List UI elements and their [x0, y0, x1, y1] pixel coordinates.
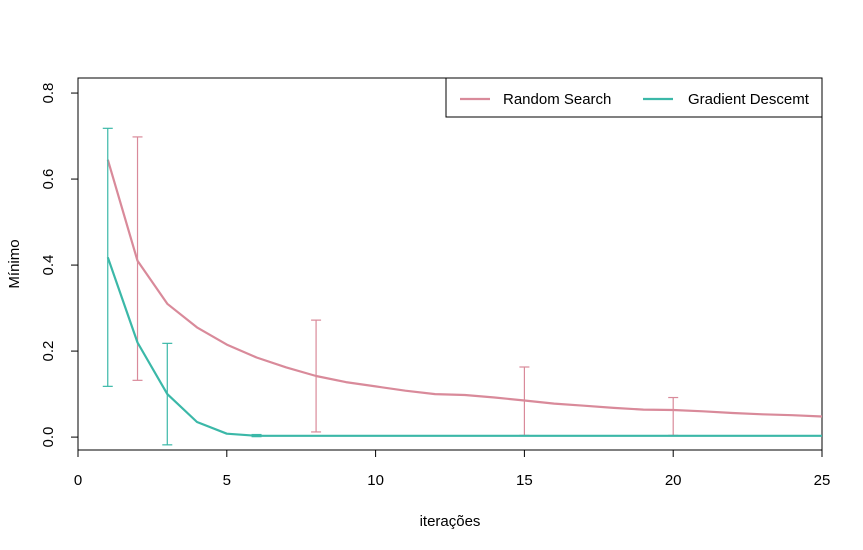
- y-axis-label: Mínimo: [6, 239, 23, 288]
- series-layer: [102, 127, 823, 446]
- y-tick-label: 0.0: [40, 427, 57, 448]
- legend-box: [445, 77, 823, 118]
- x-axis: 0 5 10 15 20 25: [74, 449, 831, 489]
- y-tick-label: 0.6: [40, 169, 57, 190]
- series-line-1: [106, 159, 823, 418]
- legend-label-1: Random Search: [503, 91, 611, 108]
- x-tick-label: 25: [814, 472, 831, 489]
- x-axis-label: iterações: [420, 513, 481, 530]
- x-tick-label: 5: [223, 472, 231, 489]
- legend: Random Search Gradient Descemt: [445, 77, 823, 118]
- y-axis: 0.0 0.2 0.4 0.6 0.8: [40, 83, 79, 448]
- series-line-2: [106, 256, 822, 437]
- x-tick-label: 10: [367, 472, 384, 489]
- x-tick-label: 20: [665, 472, 682, 489]
- y-tick-label: 0.2: [40, 341, 57, 362]
- y-tick-label: 0.4: [40, 255, 57, 276]
- x-tick-label: 15: [516, 472, 533, 489]
- legend-label-2: Gradient Descemt: [688, 91, 810, 108]
- y-tick-label: 0.8: [40, 83, 57, 104]
- x-tick-label: 0: [74, 472, 82, 489]
